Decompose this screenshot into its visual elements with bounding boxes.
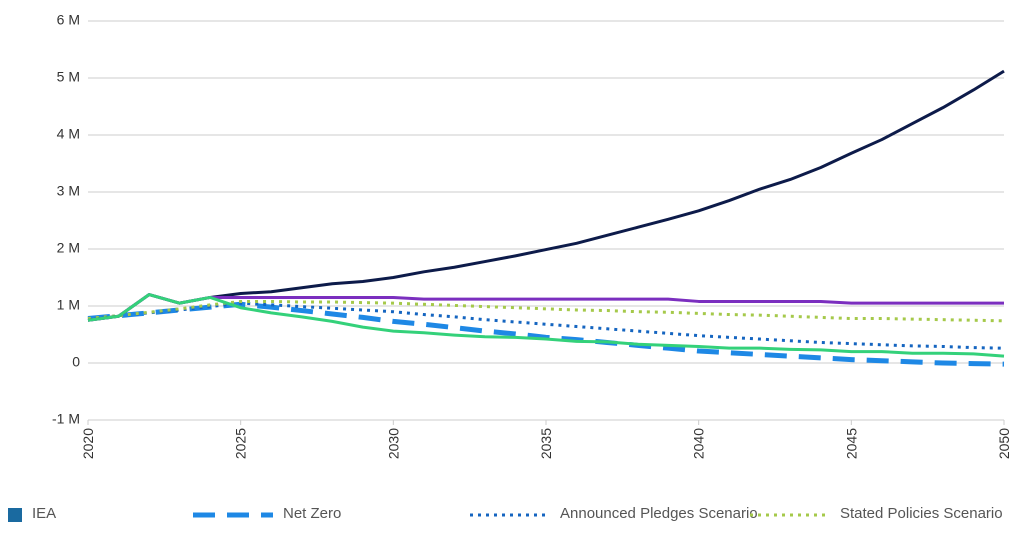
- y-tick-label: 3 M: [57, 183, 80, 199]
- x-tick-label: 2040: [691, 428, 707, 459]
- plot: -1 M 0 1 M 2 M 3 M 4 M 5 M 6 M 2020 2025 2030 2035 2…: [52, 12, 1012, 459]
- legend-label: Stated Policies Scenario: [840, 505, 1003, 522]
- legend-label: Announced Pledges Scenario: [560, 505, 758, 522]
- legend-marker: [193, 512, 273, 518]
- x-tick-label: 2050: [996, 428, 1012, 459]
- y-tick-label: 1 M: [57, 297, 80, 313]
- x-tick-label: 2035: [538, 428, 554, 459]
- y-tick-label: 2 M: [57, 240, 80, 256]
- x-tick-label: 2020: [80, 428, 96, 459]
- legend-item: Stated Policies Scenario: [750, 504, 1028, 524]
- y-tick-label: 6 M: [57, 12, 80, 28]
- y-tick-label: 0: [72, 354, 80, 370]
- y-tick-label: 4 M: [57, 126, 80, 142]
- series-line: [87, 293, 1005, 358]
- series-line: [87, 299, 1005, 323]
- series-line: [87, 293, 1004, 322]
- series-line: [87, 69, 1005, 322]
- legend-item: Net Zero: [193, 504, 483, 524]
- legend-swatch: [8, 508, 22, 522]
- legend-item: Announced Pledges Scenario: [470, 504, 775, 524]
- legend-marker: [750, 513, 830, 517]
- legend-marker: [8, 508, 22, 522]
- legend-item: IEA: [8, 504, 182, 524]
- legend-label: Net Zero: [283, 505, 342, 522]
- y-tick-label: 5 M: [57, 69, 80, 85]
- y-tick-label: -1 M: [52, 411, 80, 427]
- legend-label: IEA: [32, 505, 57, 522]
- x-tick-label: 2025: [233, 428, 249, 459]
- series-line: [87, 301, 1005, 350]
- x-tick-label: 2030: [385, 428, 401, 459]
- legend-marker: [470, 513, 550, 517]
- series-line: [87, 301, 1005, 367]
- x-tick-label: 2045: [843, 428, 859, 459]
